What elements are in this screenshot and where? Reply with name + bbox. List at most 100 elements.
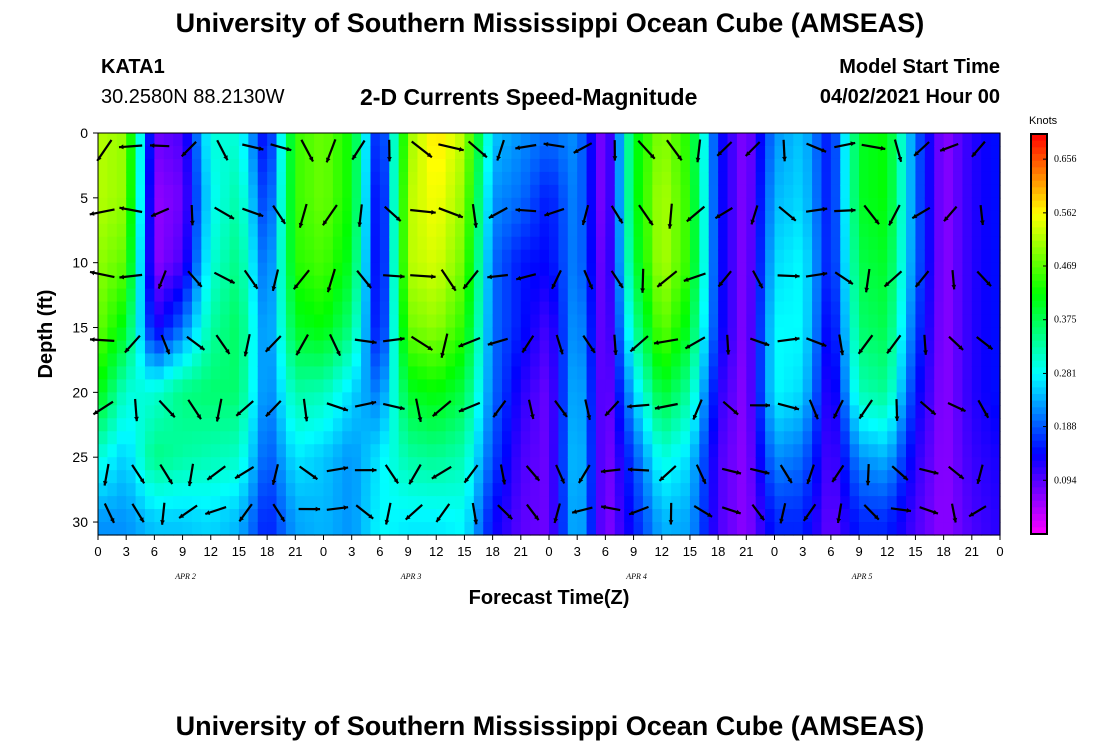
heatmap-cell bbox=[248, 262, 259, 277]
heatmap-cell bbox=[624, 431, 635, 445]
heatmap-cell bbox=[755, 353, 766, 368]
heatmap-cell bbox=[295, 444, 306, 458]
heatmap-cell bbox=[877, 470, 888, 484]
heatmap-cell bbox=[906, 470, 917, 484]
colorbar-cell bbox=[1031, 254, 1047, 262]
heatmap-cell bbox=[849, 145, 860, 160]
heatmap-cell bbox=[736, 392, 747, 406]
heatmap-cell bbox=[624, 145, 635, 160]
heatmap-cell bbox=[577, 522, 588, 536]
heatmap-cell bbox=[586, 405, 597, 419]
heatmap-cell bbox=[361, 509, 372, 523]
colorbar-tick-label: 0.562 bbox=[1054, 208, 1077, 219]
heatmap-cell bbox=[492, 392, 503, 406]
heatmap-cell bbox=[840, 145, 851, 160]
heatmap-cell bbox=[680, 457, 691, 471]
heatmap-cell bbox=[314, 366, 325, 380]
heatmap-cell bbox=[812, 249, 823, 264]
current-vector-head bbox=[986, 281, 991, 287]
current-vector-head bbox=[160, 520, 165, 525]
heatmap-cell bbox=[408, 133, 419, 147]
heatmap-cell bbox=[689, 262, 700, 277]
current-vector-head bbox=[803, 515, 809, 521]
current-vector-head bbox=[779, 518, 784, 524]
heatmap-cell bbox=[736, 353, 747, 368]
heatmap-cell bbox=[426, 470, 437, 484]
heatmap-cell bbox=[201, 522, 212, 536]
heatmap-cell bbox=[163, 327, 174, 342]
x-date-label: APR 2 bbox=[174, 572, 196, 581]
heatmap-cell bbox=[708, 275, 719, 290]
heatmap-cell bbox=[248, 145, 259, 160]
heatmap-cell bbox=[464, 133, 475, 147]
heatmap-cell bbox=[267, 405, 278, 419]
heatmap-cell bbox=[859, 249, 870, 264]
heatmap-cell bbox=[783, 392, 794, 406]
heatmap-cell bbox=[191, 184, 202, 199]
heatmap-cell bbox=[718, 210, 729, 225]
heatmap-cell bbox=[549, 197, 559, 212]
heatmap-cell bbox=[285, 223, 296, 238]
heatmap-cell bbox=[830, 249, 841, 264]
current-vector-head bbox=[399, 405, 405, 411]
heatmap-cell bbox=[492, 522, 503, 536]
heatmap-cell bbox=[98, 171, 108, 186]
heatmap-cell bbox=[595, 301, 606, 316]
heatmap-cell bbox=[295, 431, 306, 445]
heatmap-cell bbox=[417, 392, 428, 406]
heatmap-cell bbox=[718, 288, 729, 303]
heatmap-cell bbox=[802, 158, 813, 173]
heatmap-cell bbox=[408, 431, 419, 445]
heatmap-cell bbox=[708, 444, 719, 458]
heatmap-cell bbox=[671, 301, 682, 316]
heatmap-cell bbox=[511, 236, 522, 251]
heatmap-cell bbox=[210, 223, 221, 238]
heatmap-cell bbox=[605, 470, 616, 484]
heatmap-cell bbox=[436, 145, 447, 160]
heatmap-cell bbox=[229, 210, 240, 225]
heatmap-cell bbox=[802, 392, 813, 406]
heatmap-cell bbox=[107, 210, 118, 225]
heatmap-cell bbox=[267, 379, 278, 393]
heatmap-cell bbox=[267, 457, 278, 471]
heatmap-cell bbox=[774, 522, 785, 536]
heatmap-cell bbox=[361, 184, 372, 199]
heatmap-cell bbox=[812, 444, 823, 458]
heatmap-cell bbox=[389, 431, 400, 445]
heatmap-cell bbox=[361, 236, 372, 251]
heatmap-cell bbox=[445, 353, 456, 368]
heatmap-cell bbox=[812, 418, 823, 432]
heatmap-cell bbox=[812, 314, 823, 329]
heatmap-cell bbox=[220, 444, 231, 458]
heatmap-cell bbox=[163, 314, 174, 329]
heatmap-cell bbox=[238, 418, 249, 432]
heatmap-cell bbox=[379, 158, 390, 173]
colorbar-cell bbox=[1031, 207, 1047, 215]
current-vector-head bbox=[280, 218, 286, 224]
heatmap-cell bbox=[144, 405, 155, 419]
heatmap-cell bbox=[267, 470, 278, 484]
heatmap-cell bbox=[567, 275, 578, 290]
heatmap-cell bbox=[868, 288, 879, 303]
heatmap-cell bbox=[342, 197, 353, 212]
heatmap-cell bbox=[718, 133, 729, 147]
current-vector-head bbox=[572, 509, 577, 514]
heatmap-cell bbox=[830, 210, 841, 225]
heatmap-cell bbox=[201, 236, 212, 251]
heatmap-cell bbox=[210, 288, 221, 303]
heatmap-cell bbox=[257, 522, 268, 536]
x-tick-label: 9 bbox=[630, 544, 637, 559]
heatmap-cell bbox=[464, 418, 475, 432]
heatmap-cell bbox=[295, 223, 306, 238]
current-vector-head bbox=[659, 476, 665, 481]
heatmap-cell bbox=[953, 496, 964, 510]
heatmap-cell bbox=[699, 236, 710, 251]
current-vector-head bbox=[223, 155, 228, 161]
heatmap-cell bbox=[389, 444, 400, 458]
heatmap-cell bbox=[586, 301, 597, 316]
heatmap-cell bbox=[361, 392, 372, 406]
heatmap-cell bbox=[586, 133, 597, 147]
heatmap-cell bbox=[248, 249, 259, 264]
heatmap-cell bbox=[144, 366, 155, 380]
heatmap-cell bbox=[652, 301, 663, 316]
